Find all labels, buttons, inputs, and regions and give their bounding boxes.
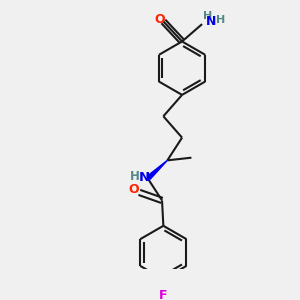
- Polygon shape: [147, 160, 167, 179]
- Text: O: O: [154, 13, 165, 26]
- Text: O: O: [129, 183, 139, 196]
- Text: H: H: [203, 11, 213, 21]
- Text: H: H: [216, 15, 225, 25]
- Text: N: N: [206, 16, 217, 28]
- Text: F: F: [159, 289, 168, 300]
- Text: H: H: [130, 170, 140, 183]
- Text: N: N: [139, 171, 150, 184]
